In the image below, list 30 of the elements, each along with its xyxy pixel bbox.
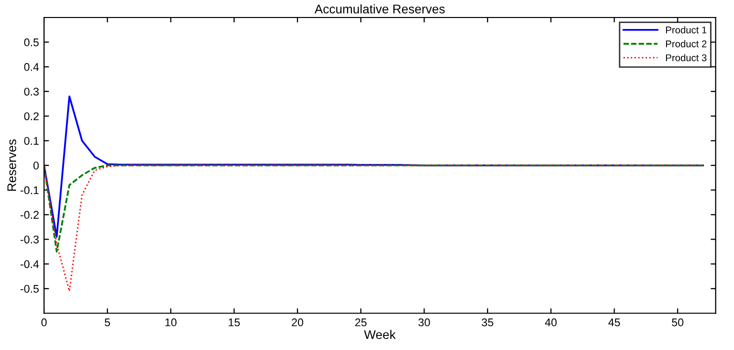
legend-label: Product 1 [666,26,706,34]
legend-label: Product 3 [666,54,706,62]
chart-title: Accumulative Reserves [314,4,445,14]
x-tick-label: 0 [41,318,47,326]
y-tick-label: -0.3 [20,236,39,244]
y-tick-label: 0.1 [24,136,39,145]
y-tick-label: 0.2 [24,112,39,120]
x-tick-label: 50 [672,318,684,326]
y-tick-label: 0 [33,162,39,170]
x-tick-label: 25 [355,318,367,326]
y-tick-label: 0.5 [24,38,39,46]
x-tick-label: 40 [544,318,557,326]
x-tick-label: 20 [292,318,304,326]
y-tick-label: -0.2 [20,210,39,219]
y-axis-title: Reserves [7,139,16,191]
y-tick-label: -0.4 [20,260,39,268]
y-tick-label: 0.3 [24,88,39,96]
line-series [44,164,704,292]
x-axis-title: Week [364,330,396,340]
x-tick-label: 30 [418,318,430,326]
line-series [44,164,704,253]
x-tick-label: 15 [228,318,240,326]
x-tick-label: 5 [104,318,110,326]
y-tick-label: -0.5 [20,284,39,293]
y-tick-label: 0.4 [24,63,39,71]
x-tick-label: 35 [482,318,494,326]
x-tick-label: 45 [608,318,620,326]
x-tick-label: 10 [165,318,177,326]
y-tick-label: -0.1 [20,186,39,194]
legend-label: Product 2 [666,40,706,48]
